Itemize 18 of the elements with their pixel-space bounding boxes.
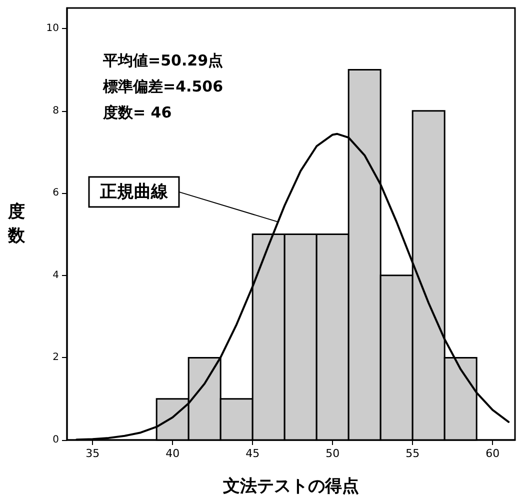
annotation: 正規曲線 <box>99 182 169 202</box>
x-tick-label: 40 <box>166 447 180 460</box>
y-axis-title: 度数 <box>7 202 26 246</box>
y-tick-label: 4 <box>52 270 59 281</box>
y-tick-label: 2 <box>52 352 59 364</box>
x-axis-title: 文法テストの得点 <box>222 476 359 496</box>
x-tick-label: 60 <box>486 447 500 460</box>
x-tick-label: 35 <box>86 447 100 460</box>
x-tick-label: 55 <box>406 447 420 460</box>
annotation: 平均値=50.29点 <box>102 52 224 70</box>
y-tick-label: 6 <box>52 188 59 199</box>
y-tick-label: 8 <box>52 105 59 116</box>
y-tick-label: 0 <box>52 434 59 446</box>
annotation: 標準偏差=4.506 <box>102 78 224 96</box>
y-tick-label: 10 <box>46 23 59 34</box>
x-tick-label: 45 <box>246 447 260 460</box>
x-tick-label: 50 <box>326 447 340 460</box>
annotation: 度数= 46 <box>102 104 172 122</box>
